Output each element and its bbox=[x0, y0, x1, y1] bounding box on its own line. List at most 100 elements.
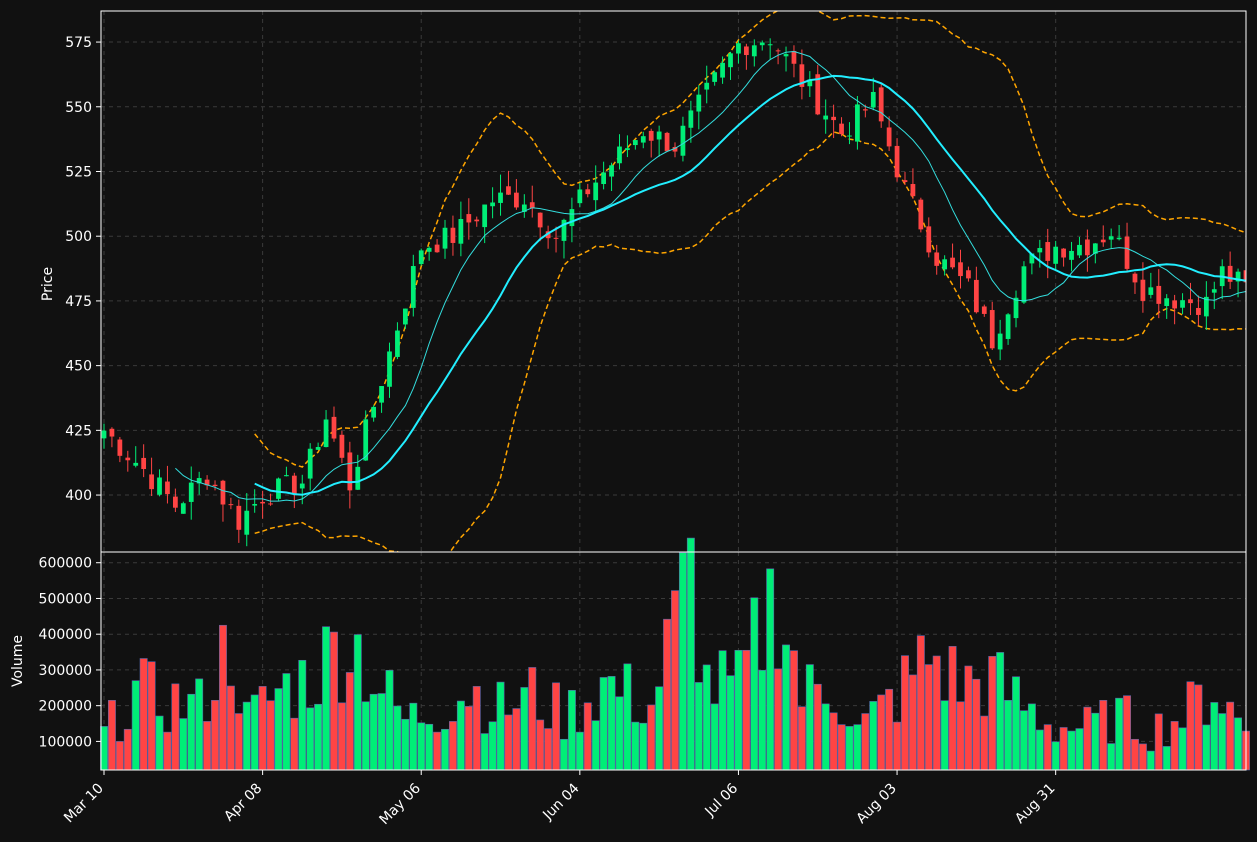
volume-bar bbox=[1226, 701, 1235, 771]
volume-bar bbox=[1083, 706, 1092, 771]
volume-bar bbox=[940, 700, 949, 771]
volume-bar bbox=[893, 721, 902, 771]
volume-bar bbox=[797, 706, 806, 771]
candle-body bbox=[1227, 265, 1233, 282]
volume-bar bbox=[433, 731, 442, 771]
candle-body bbox=[1029, 253, 1035, 264]
candle-body bbox=[323, 419, 329, 448]
volume-bar bbox=[488, 721, 497, 771]
volume-bar bbox=[203, 721, 212, 771]
volume-bar bbox=[631, 721, 640, 771]
candle-body bbox=[1069, 250, 1074, 260]
candle-body bbox=[1108, 236, 1114, 240]
candle-body bbox=[402, 308, 408, 325]
volume-bar bbox=[560, 738, 568, 771]
volume-bar bbox=[131, 680, 140, 771]
candle-body bbox=[1085, 239, 1090, 256]
volume-bar bbox=[1107, 743, 1116, 771]
candle-body bbox=[640, 136, 646, 143]
candle-body bbox=[736, 43, 741, 54]
volume-bar bbox=[512, 708, 521, 771]
candle-body bbox=[252, 504, 258, 506]
candle-body bbox=[1235, 271, 1241, 282]
candle-body bbox=[1243, 270, 1246, 283]
volume-bar bbox=[274, 688, 283, 771]
volume-bar bbox=[916, 635, 925, 771]
candle-body bbox=[418, 250, 424, 265]
volume-bar bbox=[805, 664, 814, 771]
volume-bar bbox=[1012, 676, 1020, 771]
price-tick-label: 575 bbox=[65, 35, 92, 51]
candle-body bbox=[299, 483, 305, 489]
volume-bar bbox=[1123, 695, 1131, 771]
volume-bar bbox=[869, 701, 878, 771]
candle-body bbox=[117, 439, 123, 456]
volume-bar bbox=[861, 713, 870, 771]
volume-bar bbox=[877, 694, 886, 771]
volume-bar bbox=[924, 664, 933, 771]
volume-bar bbox=[813, 683, 822, 771]
volume-bar bbox=[472, 686, 481, 771]
volume-bar bbox=[734, 649, 743, 771]
volume-bars bbox=[100, 537, 1250, 771]
volume-bar bbox=[456, 700, 465, 771]
candle-body bbox=[585, 189, 591, 195]
volume-bar bbox=[226, 685, 235, 771]
volume-bar bbox=[948, 646, 957, 771]
volume-bar bbox=[1146, 750, 1155, 771]
volume-bar bbox=[607, 676, 616, 771]
volume-bar bbox=[195, 678, 204, 771]
candle-body bbox=[172, 496, 178, 508]
volume-bar bbox=[647, 704, 656, 771]
volume-bar bbox=[774, 668, 783, 771]
volume-bar bbox=[1154, 713, 1163, 771]
price-axis-label: Price bbox=[40, 267, 56, 301]
candle-body bbox=[355, 466, 361, 490]
volume-bar bbox=[599, 677, 608, 771]
volume-bar bbox=[1218, 713, 1227, 771]
volume-bar bbox=[1004, 700, 1013, 771]
candle-body bbox=[331, 416, 337, 439]
price-tick-label: 450 bbox=[65, 359, 92, 375]
candle-body bbox=[973, 279, 979, 313]
volume-bar bbox=[1170, 721, 1179, 771]
candle-body bbox=[625, 148, 630, 151]
candle-body bbox=[212, 484, 218, 487]
candle-body bbox=[831, 116, 836, 121]
volume-bar bbox=[710, 703, 719, 771]
candle-body bbox=[450, 227, 456, 243]
candle-body bbox=[307, 448, 313, 479]
price-tick-label: 525 bbox=[65, 164, 92, 180]
volume-bar bbox=[996, 652, 1005, 771]
candle-body bbox=[981, 306, 987, 314]
volume-bar bbox=[345, 672, 354, 771]
volume-bar bbox=[250, 694, 259, 771]
volume-bar bbox=[1234, 717, 1243, 771]
candle-body bbox=[839, 123, 844, 135]
volume-bar bbox=[393, 705, 402, 771]
sma-slow-line bbox=[254, 74, 1246, 496]
volume-bar bbox=[242, 701, 251, 771]
candle-body bbox=[958, 262, 963, 277]
candle-body bbox=[1132, 273, 1138, 283]
volume-bar bbox=[179, 718, 188, 771]
volume-bar bbox=[1051, 741, 1060, 771]
volume-bar bbox=[1131, 738, 1139, 771]
volume-bar bbox=[1035, 729, 1044, 771]
candle-body bbox=[157, 477, 162, 495]
candle-body bbox=[466, 214, 472, 223]
candle-body bbox=[537, 212, 543, 228]
volume-bar bbox=[591, 720, 600, 771]
volume-bar bbox=[266, 700, 275, 771]
candle-body bbox=[529, 202, 535, 209]
candle-body bbox=[339, 434, 345, 458]
volume-tick-label: 500000 bbox=[39, 591, 92, 607]
price-tick-label: 400 bbox=[65, 488, 92, 504]
volume-bar bbox=[821, 703, 830, 771]
candle-body bbox=[870, 91, 876, 108]
candle-body bbox=[728, 53, 733, 68]
candle-body bbox=[648, 130, 654, 141]
volume-bar bbox=[972, 678, 981, 771]
volume-bar bbox=[306, 707, 315, 771]
price-tick-label: 425 bbox=[65, 423, 92, 439]
